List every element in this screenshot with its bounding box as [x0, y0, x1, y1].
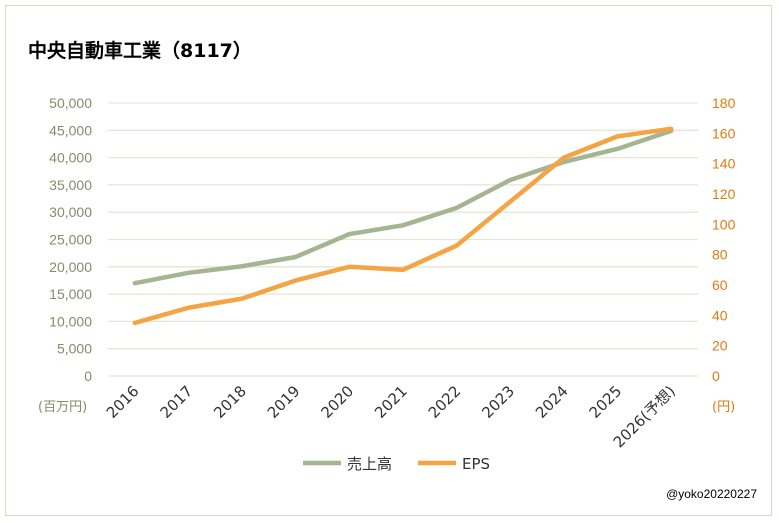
y-left-axis-label: (百万円)	[38, 400, 87, 415]
x-tick-label: 2016	[103, 382, 143, 422]
y-right-tick-label: 160	[712, 125, 736, 141]
y-left-tick-label: 45,000	[49, 122, 92, 138]
y-right-tick-label: 0	[712, 368, 720, 384]
y-right-tick-label: 60	[712, 277, 728, 293]
y-right-tick-label: 120	[712, 186, 736, 202]
x-tick-label: 2020	[317, 382, 357, 422]
y-left-tick-label: 50,000	[49, 95, 92, 111]
y-left-tick-label: 30,000	[49, 204, 92, 220]
legend-label: EPS	[462, 455, 490, 473]
x-tick-label: 2025	[586, 382, 626, 422]
series-line-sales	[132, 128, 674, 286]
y-left-tick-label: 40,000	[49, 150, 92, 166]
x-tick-label: 2023	[478, 382, 518, 422]
y-right-tick-label: 180	[712, 95, 736, 111]
x-tick-label: 2017	[157, 382, 197, 422]
y-right-tick-label: 20	[712, 338, 728, 354]
chart-frame	[5, 5, 772, 516]
y-left-tick-label: 5,000	[57, 341, 92, 357]
y-left-tick-label: 15,000	[49, 286, 92, 302]
y-right-tick-label: 100	[712, 216, 736, 232]
credit-text: @yoko20220227	[666, 487, 757, 501]
y-right-tick-label: 40	[712, 307, 728, 323]
x-tick-label: 2021	[371, 382, 411, 422]
x-tick-label: 2019	[264, 382, 304, 422]
y-left-tick-label: 35,000	[49, 177, 92, 193]
y-left-tick-label: 10,000	[49, 313, 92, 329]
y-right-tick-label: 140	[712, 156, 736, 172]
y-left-tick-label: 0	[84, 368, 92, 384]
chart-title: 中央自動車工業（8117）	[28, 40, 252, 62]
y-left-tick-label: 25,000	[49, 232, 92, 248]
x-tick-label: 2018	[210, 382, 250, 422]
legend-label: 売上高	[347, 455, 392, 473]
y-left-tick-label: 20,000	[49, 259, 92, 275]
x-tick-label: 2024	[532, 382, 572, 422]
y-right-tick-label: 80	[712, 247, 728, 263]
x-tick-label: 2022	[425, 382, 465, 422]
y-right-axis-label: (円)	[712, 400, 735, 415]
